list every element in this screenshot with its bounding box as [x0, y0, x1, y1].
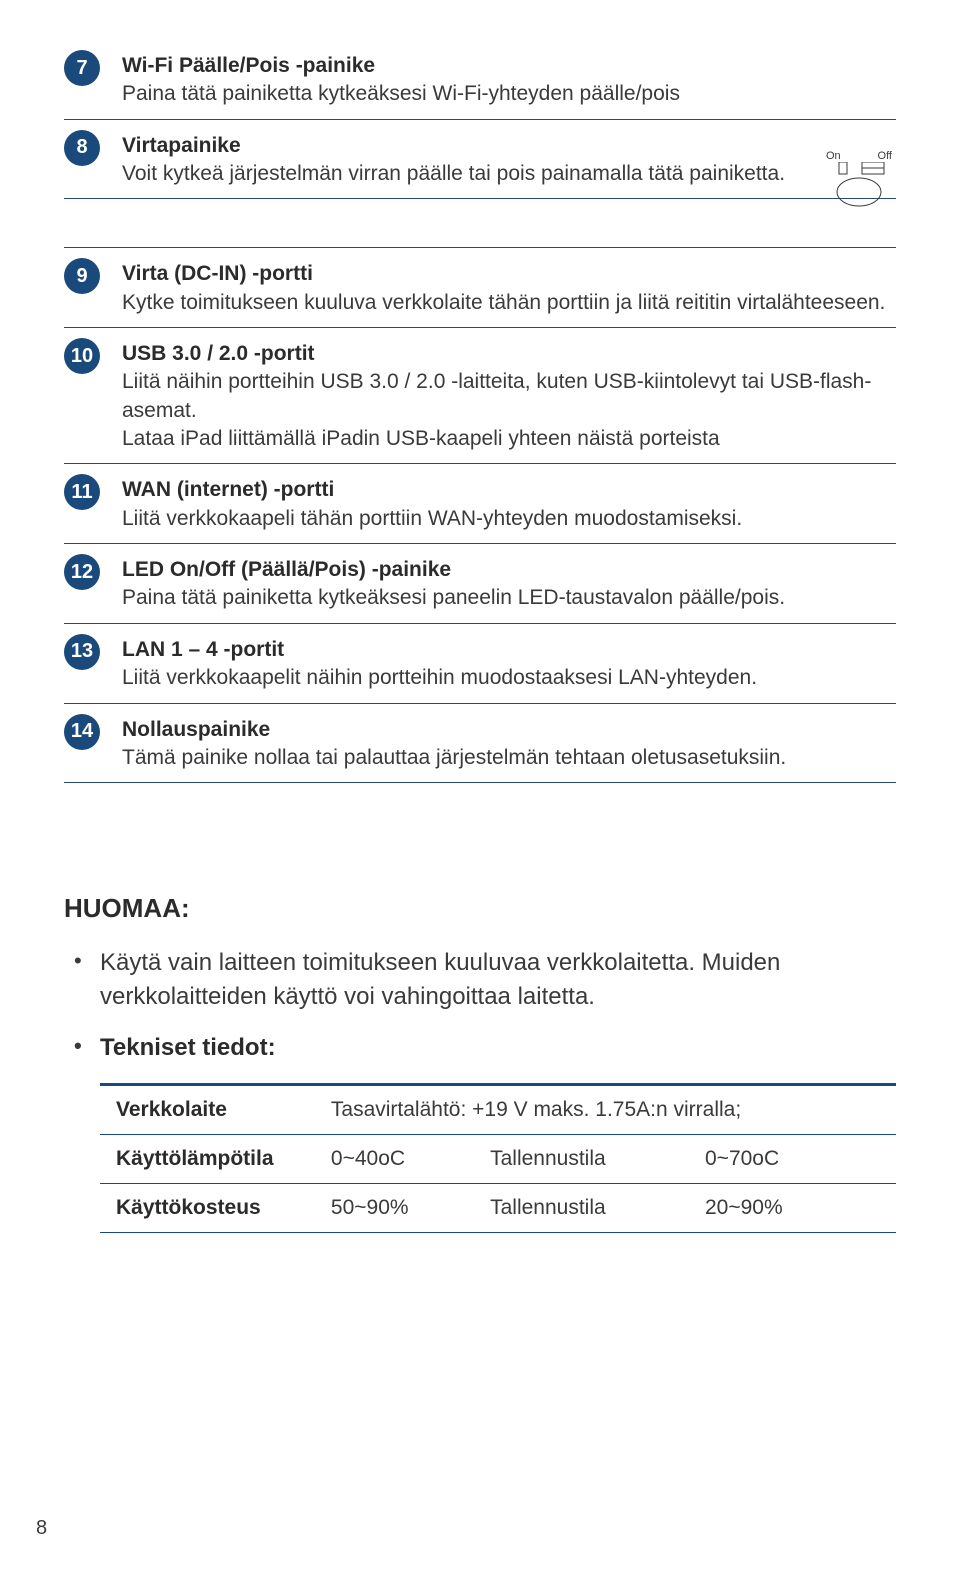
feature-text: LAN 1 – 4 -portit Liitä verkkokaapelit n… — [122, 632, 896, 693]
feature-badge: 14 — [64, 714, 100, 750]
feature-list-section-2: 9 Virta (DC-IN) -portti Kytke toimitukse… — [64, 247, 896, 783]
spec-table: Verkkolaite Tasavirtalähtö: +19 V maks. … — [100, 1083, 896, 1233]
switch-on-label: On — [826, 150, 841, 162]
notes-list: Käytä vain laitteen toimitukseen kuuluva… — [64, 946, 896, 1065]
feature-title: Wi-Fi Päälle/Pois -painike — [122, 52, 896, 80]
feature-badge: 9 — [64, 258, 100, 294]
feature-title: Virta (DC-IN) -portti — [122, 260, 896, 288]
notes-item: Käytä vain laitteen toimitukseen kuuluva… — [64, 946, 896, 1013]
feature-desc: Liitä näihin portteihin USB 3.0 / 2.0 -l… — [122, 368, 896, 425]
switch-off-label: Off — [878, 150, 892, 162]
feature-row: 14 Nollauspainike Tämä painike nollaa ta… — [64, 704, 896, 784]
feature-text: Virtapainike Voit kytkeä järjestelmän vi… — [122, 128, 896, 189]
feature-badge: 12 — [64, 554, 100, 590]
spec-value: 0~40oC — [315, 1134, 474, 1183]
feature-badge: 8 — [64, 130, 100, 166]
feature-row: 8 Virtapainike Voit kytkeä järjestelmän … — [64, 120, 896, 200]
feature-text: LED On/Off (Päällä/Pois) -painike Paina … — [122, 552, 896, 613]
feature-row: 11 WAN (internet) -portti Liitä verkkoka… — [64, 464, 896, 544]
feature-text: USB 3.0 / 2.0 -portit Liitä näihin portt… — [122, 336, 896, 453]
spec-label-2: Tallennustila — [474, 1183, 689, 1232]
feature-desc-2: Lataa iPad liittämällä iPadin USB-kaapel… — [122, 425, 896, 453]
notes-item-spec-heading: Tekniset tiedot: — [64, 1031, 896, 1065]
spec-label: Käyttökosteus — [100, 1183, 315, 1232]
feature-badge: 13 — [64, 634, 100, 670]
power-switch-icon: On Off — [822, 150, 896, 208]
feature-desc: Voit kytkeä järjestelmän virran päälle t… — [122, 160, 806, 188]
notes-section: HUOMAA: Käytä vain laitteen toimitukseen… — [64, 893, 896, 1233]
feature-badge: 10 — [64, 338, 100, 374]
page-number: 8 — [36, 1517, 47, 1540]
spec-row: Verkkolaite Tasavirtalähtö: +19 V maks. … — [100, 1084, 896, 1134]
feature-text: Wi-Fi Päälle/Pois -painike Paina tätä pa… — [122, 48, 896, 109]
feature-desc: Paina tätä painiketta kytkeäksesi paneel… — [122, 584, 896, 612]
feature-desc: Paina tätä painiketta kytkeäksesi Wi-Fi-… — [122, 80, 896, 108]
feature-desc: Tämä painike nollaa tai palauttaa järjes… — [122, 744, 896, 772]
spec-label: Verkkolaite — [100, 1084, 315, 1134]
feature-row: 9 Virta (DC-IN) -portti Kytke toimitukse… — [64, 247, 896, 328]
feature-title: LAN 1 – 4 -portit — [122, 636, 896, 664]
spec-row: Käyttökosteus 50~90% Tallennustila 20~90… — [100, 1183, 896, 1232]
spec-value-2: 20~90% — [689, 1183, 896, 1232]
feature-title: WAN (internet) -portti — [122, 476, 896, 504]
feature-text: WAN (internet) -portti Liitä verkkokaape… — [122, 472, 896, 533]
feature-row: 7 Wi-Fi Päälle/Pois -painike Paina tätä … — [64, 40, 896, 120]
feature-desc: Kytke toimitukseen kuuluva verkkolaite t… — [122, 289, 896, 317]
feature-badge: 11 — [64, 474, 100, 510]
feature-desc: Liitä verkkokaapelit näihin portteihin m… — [122, 664, 896, 692]
feature-title: USB 3.0 / 2.0 -portit — [122, 340, 896, 368]
feature-list-section-1: 7 Wi-Fi Päälle/Pois -painike Paina tätä … — [64, 40, 896, 199]
spec-row: Käyttölämpötila 0~40oC Tallennustila 0~7… — [100, 1134, 896, 1183]
feature-row: 13 LAN 1 – 4 -portit Liitä verkkokaapeli… — [64, 624, 896, 704]
notes-heading: HUOMAA: — [64, 893, 896, 924]
feature-badge: 7 — [64, 50, 100, 86]
feature-title: LED On/Off (Päällä/Pois) -painike — [122, 556, 896, 584]
feature-text: Nollauspainike Tämä painike nollaa tai p… — [122, 712, 896, 773]
feature-desc: Liitä verkkokaapeli tähän porttiin WAN-y… — [122, 505, 896, 533]
spec-label: Käyttölämpötila — [100, 1134, 315, 1183]
spec-value: Tasavirtalähtö: +19 V maks. 1.75A:n virr… — [315, 1084, 896, 1134]
spec-value: 50~90% — [315, 1183, 474, 1232]
feature-title: Virtapainike — [122, 132, 806, 160]
feature-row: 12 LED On/Off (Päällä/Pois) -painike Pai… — [64, 544, 896, 624]
spec-label-2: Tallennustila — [474, 1134, 689, 1183]
feature-text: Virta (DC-IN) -portti Kytke toimitukseen… — [122, 256, 896, 317]
feature-row: 10 USB 3.0 / 2.0 -portit Liitä näihin po… — [64, 328, 896, 464]
feature-title: Nollauspainike — [122, 716, 896, 744]
spec-value-2: 0~70oC — [689, 1134, 896, 1183]
